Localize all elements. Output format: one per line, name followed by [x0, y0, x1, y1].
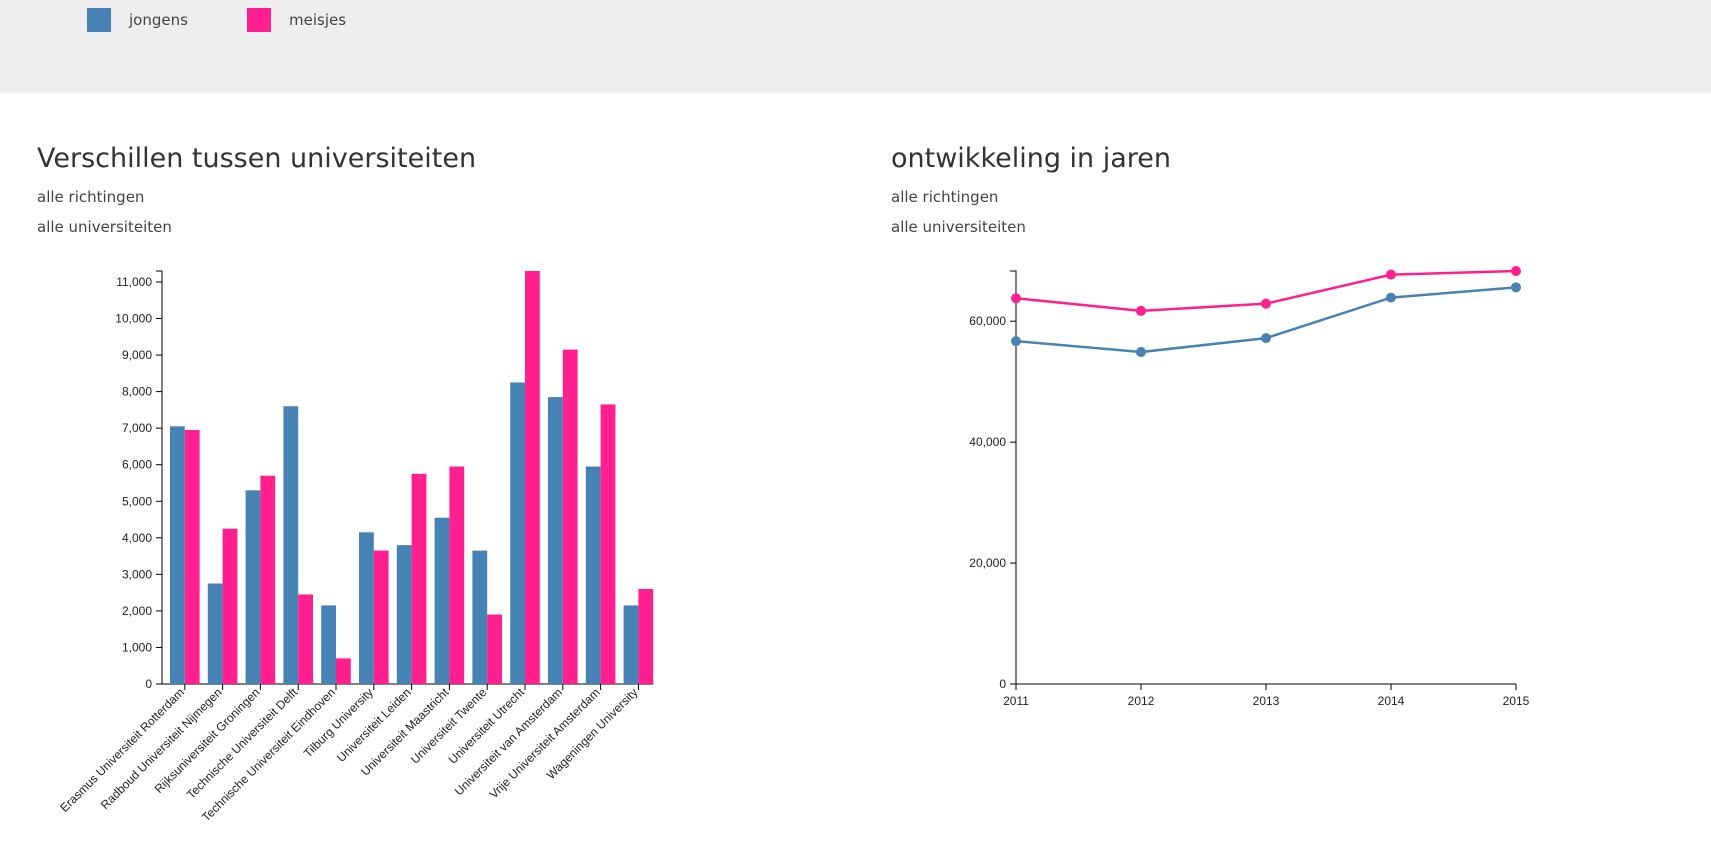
legend-item-meisjes[interactable]: meisjes — [247, 8, 346, 32]
bar-meisjes-universiteit-leiden — [411, 473, 427, 684]
bar-chart-filter-universiteit[interactable]: alle universiteiten — [37, 218, 172, 236]
legend-label-meisjes: meisjes — [289, 11, 347, 29]
bar-chart-y-tick-label: 1,000 — [122, 640, 152, 654]
bar-chart-y-tick-label: 7,000 — [122, 421, 152, 435]
bar-jongens-universiteit-twente — [472, 550, 488, 684]
bar-meisjes-rijksuniversiteit-groningen — [260, 475, 276, 684]
bar-jongens-universiteit-van-amsterdam — [548, 397, 563, 684]
line-chart-x-tick-label: 2014 — [1378, 694, 1405, 708]
legend-label-jongens: jongens — [129, 11, 188, 29]
bar-jongens-tilburg-university — [359, 532, 374, 684]
bar-jongens-wageningen-university — [623, 605, 639, 684]
line-point-jongens-2013 — [1261, 333, 1271, 344]
bar-jongens-universiteit-utrecht — [510, 382, 525, 684]
line-chart-x-tick-label: 2011 — [1003, 694, 1029, 708]
bar-meisjes-universiteit-maastricht — [449, 466, 465, 684]
bar-meisjes-radboud-universiteit-nijmegen — [222, 528, 238, 684]
line-chart-x-tick-label: 2012 — [1128, 694, 1155, 708]
bar-chart-y-tick-label: 6,000 — [122, 458, 152, 472]
bar-jongens-radboud-universiteit-nijmegen — [207, 583, 223, 684]
bar-jongens-erasmus-universiteit-rotterdam — [170, 426, 185, 684]
bar-meisjes-technische-universiteit-eindhoven — [336, 658, 351, 684]
bar-chart-y-tick-label: 5,000 — [122, 494, 152, 508]
line-chart-y-tick-label: 0 — [999, 677, 1006, 691]
legend-bar: jongens meisjes — [0, 0, 1711, 93]
line-chart-filter-richting[interactable]: alle richtingen — [891, 188, 999, 206]
bar-jongens-technische-universiteit-eindhoven — [321, 605, 336, 684]
bar-chart-y-tick-label: 4,000 — [122, 531, 152, 545]
line-chart-y-tick-label: 20,000 — [969, 556, 1006, 570]
line-chart-y-tick-label: 60,000 — [969, 314, 1006, 328]
line-point-meisjes-2012 — [1136, 305, 1146, 316]
bar-chart-y-tick-label: 0 — [145, 677, 152, 691]
line-chart-y-axis — [1010, 270, 1017, 685]
line-chart-filter-universiteit[interactable]: alle universiteiten — [891, 218, 1026, 236]
line-point-meisjes-2015 — [1511, 266, 1521, 276]
line-point-jongens-2015 — [1511, 282, 1521, 293]
bar-chart-y-tick-label: 11,000 — [116, 275, 152, 289]
bar-chart-y-tick-label: 2,000 — [122, 604, 152, 618]
line-point-jongens-2012 — [1136, 347, 1146, 358]
bar-jongens-technische-universiteit-delft — [283, 406, 299, 684]
bar-chart-y-tick-label: 3,000 — [122, 567, 152, 581]
bar-chart: 0 1,000 2,000 3,000 4,000 5,000 6,000 7,000 8,00… — [57, 270, 654, 824]
line-chart-title: ontwikkeling in jaren — [891, 143, 1172, 174]
bar-jongens-universiteit-leiden — [396, 545, 412, 684]
bar-meisjes-technische-universiteit-delft — [298, 594, 313, 684]
bar-chart-y-tick-label: 8,000 — [122, 385, 152, 399]
line-chart-x-tick-label: 2015 — [1503, 694, 1530, 708]
legend-item-jongens[interactable]: jongens — [87, 8, 188, 32]
line-point-jongens-2011 — [1011, 336, 1021, 347]
bar-chart-filter-richting[interactable]: alle richtingen — [37, 188, 145, 206]
legend-swatch-meisjes — [247, 8, 271, 32]
bar-meisjes-wageningen-university — [638, 588, 654, 684]
line-point-jongens-2014 — [1386, 292, 1396, 303]
line-point-meisjes-2013 — [1261, 298, 1271, 309]
bar-jongens-vrije-universiteit-amsterdam — [585, 466, 601, 684]
bar-jongens-rijksuniversiteit-groningen — [245, 490, 261, 684]
bar-chart-y-tick-label: 10,000 — [115, 312, 152, 326]
bar-meisjes-universiteit-utrecht — [525, 271, 540, 684]
line-chart-x-tick-label: 2013 — [1253, 694, 1280, 708]
line-point-meisjes-2014 — [1386, 269, 1396, 280]
bar-meisjes-vrije-universiteit-amsterdam — [600, 404, 616, 684]
bar-chart-title: Verschillen tussen universiteiten — [37, 143, 477, 174]
bar-meisjes-erasmus-universiteit-rotterdam — [184, 429, 200, 684]
bar-jongens-universiteit-maastricht — [434, 517, 450, 684]
bar-meisjes-tilburg-university — [373, 550, 389, 684]
bar-meisjes-universiteit-twente — [487, 614, 502, 684]
line-point-meisjes-2011 — [1011, 293, 1021, 304]
bar-chart-y-tick-label: 9,000 — [122, 348, 152, 362]
bar-meisjes-universiteit-van-amsterdam — [562, 349, 578, 684]
legend-swatch-jongens — [87, 8, 111, 32]
line-chart-y-tick-label: 40,000 — [969, 435, 1006, 449]
